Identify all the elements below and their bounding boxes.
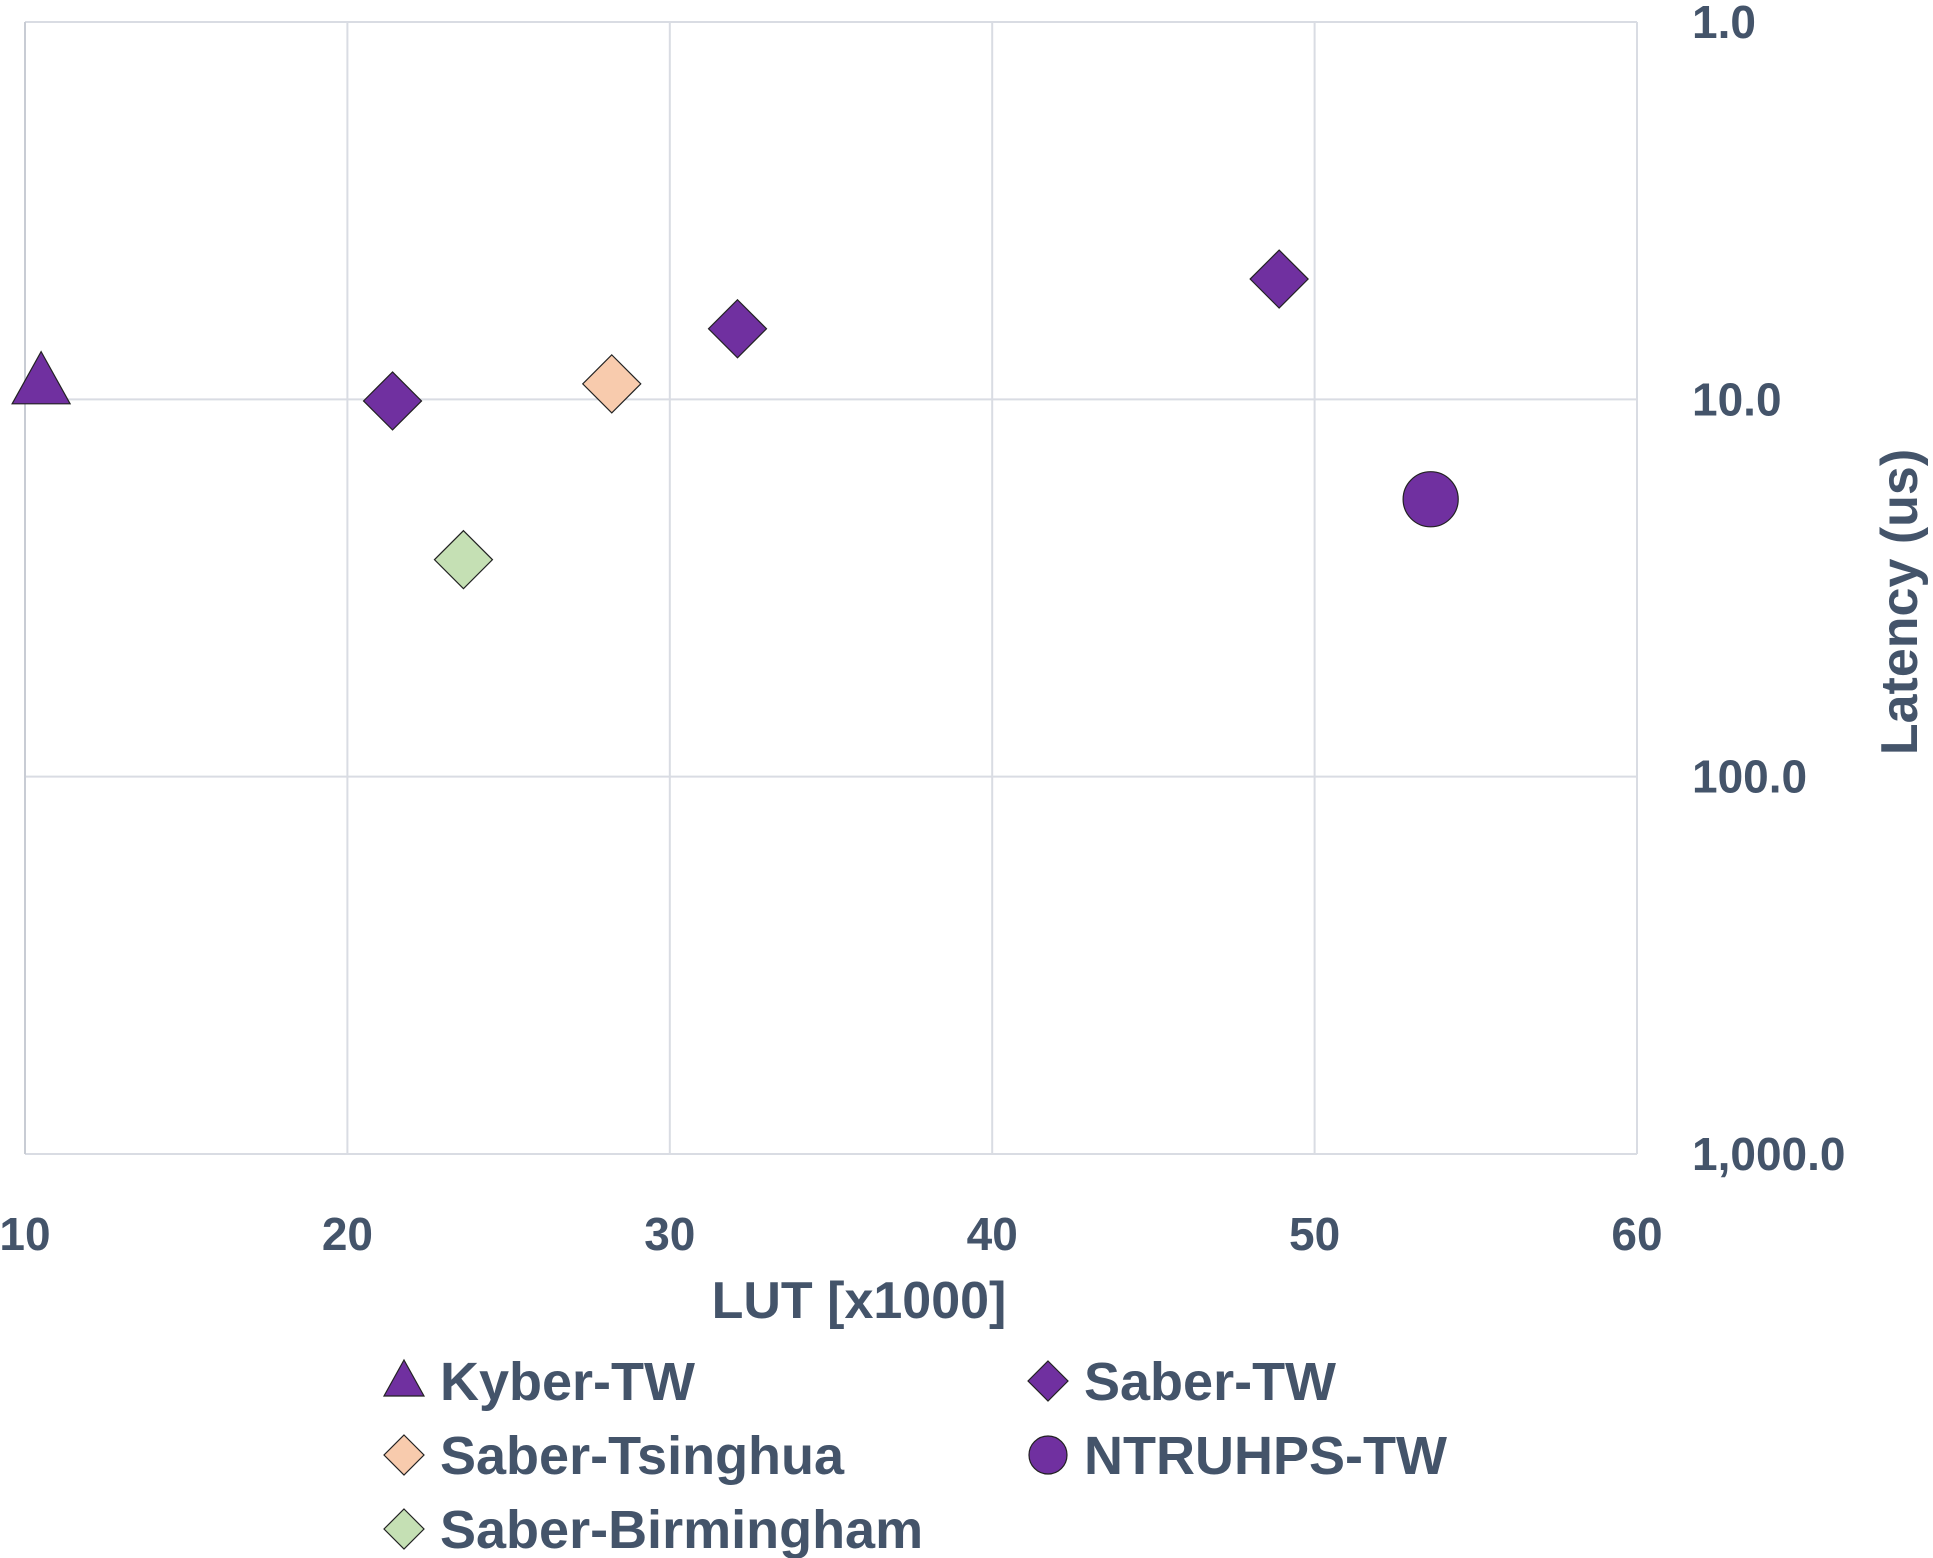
y-tick-label: 1.0: [1692, 0, 1756, 48]
x-tick-label: 10: [0, 1208, 51, 1260]
triangle-icon: [382, 1358, 426, 1397]
data-point-saber-tw: [362, 371, 423, 431]
legend-label: NTRUHPS-TW: [1084, 1426, 1447, 1486]
legend-label: Saber-TW: [1084, 1352, 1336, 1412]
legend: Kyber-TW Saber-TW Saber-Tsinghua NTRUHPS-TW…: [382, 1352, 1447, 1558]
diamond-icon: [1027, 1360, 1069, 1402]
grid: [24, 21, 1638, 1155]
y-tick-label: 100.0: [1692, 751, 1807, 803]
legend-label: Kyber-TW: [440, 1352, 695, 1412]
x-tick-label: 60: [1611, 1208, 1662, 1260]
data-point-saber-tw: [707, 298, 768, 359]
y-axis-title: Latency (us): [1871, 449, 1929, 755]
y-tick-label: 10.0: [1692, 373, 1782, 425]
legend-item-saber-tsinghua: Saber-Tsinghua: [383, 1426, 845, 1486]
data-point-saber-tw: [1249, 249, 1309, 309]
x-tick-label: 20: [322, 1208, 373, 1260]
data-point-saber-birmingham: [433, 529, 494, 590]
legend-item-saber-birmingham: Saber-Birmingham: [383, 1500, 923, 1558]
data-point-kyber-tw: [11, 350, 72, 405]
legend-label: Saber-Birmingham: [440, 1500, 923, 1558]
diamond-icon: [383, 1434, 425, 1476]
y-axis-ticks: 1.0 10.0 100.0 1,000.0: [1692, 0, 1845, 1180]
data-point-ntruhps-tw: [1402, 471, 1459, 528]
x-axis-title: LUT [x1000]: [712, 1272, 1007, 1330]
data-point-saber-tsinghua: [581, 354, 642, 414]
x-tick-label: 30: [644, 1208, 695, 1260]
y-tick-label: 1,000.0: [1692, 1128, 1845, 1180]
legend-item-ntruhps-tw: NTRUHPS-TW: [1028, 1426, 1447, 1486]
diamond-icon: [383, 1508, 425, 1550]
legend-label: Saber-Tsinghua: [440, 1426, 845, 1486]
data-points: [11, 249, 1459, 590]
x-axis-ticks: 10 20 30 40 50 60: [0, 1208, 1663, 1260]
circle-icon: [1028, 1435, 1068, 1475]
x-tick-label: 50: [1289, 1208, 1340, 1260]
legend-item-kyber-tw: Kyber-TW: [382, 1352, 695, 1412]
legend-item-saber-tw: Saber-TW: [1027, 1352, 1336, 1412]
x-tick-label: 40: [967, 1208, 1018, 1260]
